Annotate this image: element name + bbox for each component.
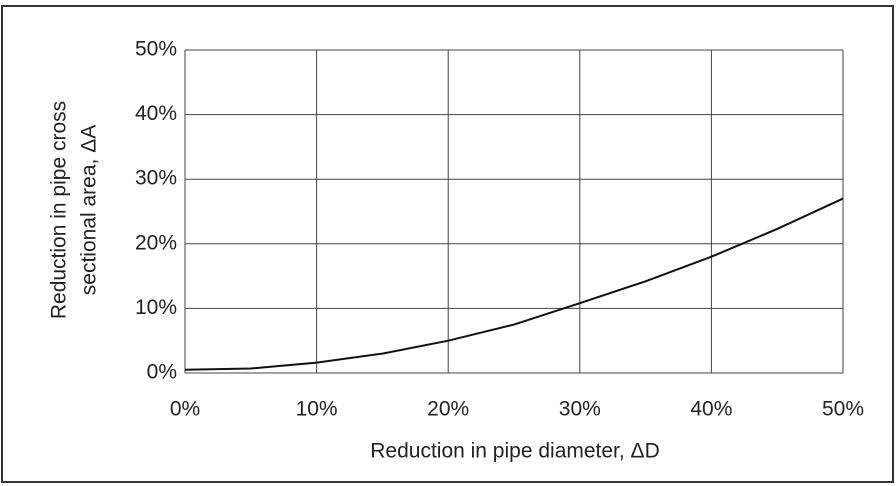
x-tick-label: 40% <box>690 398 732 421</box>
y-tick-label: 50% <box>135 38 177 61</box>
x-tick-label: 30% <box>559 398 601 421</box>
line <box>184 197 844 371</box>
x-tick-label: 10% <box>296 398 338 421</box>
y-tick-label: 30% <box>135 167 177 190</box>
x-tick-label: 50% <box>822 398 864 421</box>
y-label-line: sectional area, ΔA <box>78 125 101 295</box>
y-tick-label: 0% <box>147 361 177 384</box>
x-tick-label: 20% <box>427 398 469 421</box>
y-label: Reduction in pipe cross sectional area, … <box>48 101 101 319</box>
frame <box>1 5 894 483</box>
x-label: Reduction in pipe diameter, ΔD <box>370 440 660 463</box>
y-tick-label: 20% <box>135 231 177 254</box>
y-tick-label: 10% <box>135 296 177 319</box>
y-label-line: Reduction in pipe cross <box>48 101 71 319</box>
y-tick-label: 40% <box>135 102 177 125</box>
x-tick-label: 0% <box>170 398 200 421</box>
